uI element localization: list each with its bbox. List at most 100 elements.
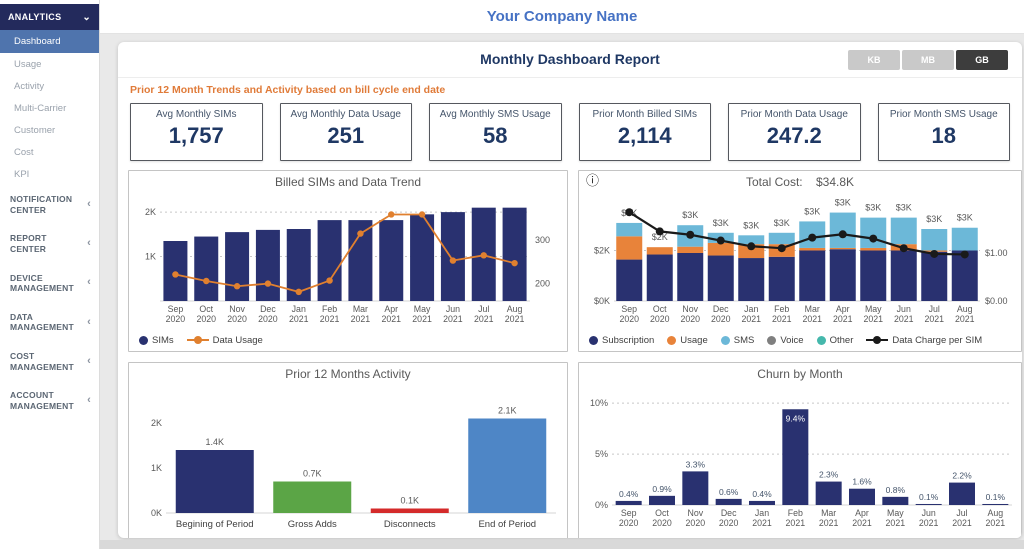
sidebar-section-label: DATA MANAGEMENT [10,311,74,333]
chart-legend: Subscription Usage SMS Voice Other Data Charg… [579,331,1021,349]
sidebar-section-data-management[interactable]: DATA MANAGEMENT ‹ [0,303,99,342]
sidebar-header-label: ANALYTICS [8,12,62,22]
svg-text:$0.00: $0.00 [985,296,1008,306]
sidebar-item-multi-carrier[interactable]: Multi-Carrier [0,97,99,119]
legend-item[interactable]: Subscription [589,335,654,346]
sidebar-section-device-management[interactable]: DEVICE MANAGEMENT ‹ [0,264,99,303]
chevron-left-icon: ‹ [87,197,91,210]
kpi-label: Avg Monthly Data Usage [290,109,401,120]
bottom-strip [100,540,1024,549]
svg-text:$1.00: $1.00 [985,248,1008,258]
sidebar-section-label: NOTIFICATION CENTER [10,194,73,215]
legend-item[interactable]: SIMs [139,335,174,346]
sidebar-section-report-center[interactable]: REPORT CENTER ‹ [0,224,99,263]
legend-item[interactable]: Voice [767,335,804,346]
sidebar-section-account-management[interactable]: ACCOUNT MANAGEMENT ‹ [0,381,99,420]
svg-text:2.3%: 2.3% [819,470,839,480]
sidebar-item-usage[interactable]: Usage [0,53,99,75]
chart-title: Churn by Month [579,363,1021,383]
sidebar-item-label: Multi-Carrier [14,102,67,114]
svg-text:0.7K: 0.7K [303,469,322,479]
sidebar-item-customer[interactable]: Customer [0,119,99,141]
chart-title-text: Prior 12 Months Activity [285,367,411,381]
svg-text:Gross Adds: Gross Adds [288,519,337,530]
sidebar-item-label: Dashboard [14,36,61,47]
sidebar-item-activity[interactable]: Activity [0,75,99,97]
sidebar: ANALYTICS ⌄ Dashboard Usage Activity Mul… [0,0,100,549]
legend-item[interactable]: Data Usage [186,334,263,346]
sidebar-item-kpi[interactable]: KPI [0,163,99,185]
charts-grid: Billed SIMs and Data Trend 1K 2K 200 300 Sep… [118,161,1022,538]
legend-item[interactable]: SMS [720,335,754,346]
churn-plot: 0% 5% 10% 0.4% 0.9% 3.3% 0.6% 0.4% 9.4% 2.3% 1.6% 0… [590,398,1012,528]
sidebar-section-notification-center[interactable]: NOTIFICATION CENTER ‹ [0,185,99,224]
sidebar-item-cost[interactable]: Cost [0,141,99,163]
legend-item[interactable]: Data Charge per SIM [866,335,982,346]
svg-text:1K: 1K [145,252,156,262]
kpi-card-prior-month-billed-sims: Prior Month Billed SIMs 2,114 [578,103,711,161]
sidebar-item-label: Cost [14,146,34,158]
legend-label: Subscription [602,334,655,346]
report-header: Monthly Dashboard Report KB MB GB [118,42,1022,78]
svg-text:$3K: $3K [682,210,698,220]
activity-plot: 0K 1K 2K 1.4K 0.7K 0.1K 2.1K Begining of Period… [151,406,556,530]
svg-text:0.1%: 0.1% [986,492,1006,502]
unit-button-kb[interactable]: KB [848,50,900,70]
unit-button-gb[interactable]: GB [956,50,1008,70]
legend-swatch [667,335,677,345]
svg-text:0.9%: 0.9% [652,484,672,494]
legend-swatch [186,336,209,344]
kpi-value: 1,757 [168,123,224,148]
page-title: Monthly Dashboard Report [480,51,660,67]
legend-swatch [816,335,826,345]
svg-text:0%: 0% [595,500,608,510]
legend-label: Data Usage [212,334,263,346]
legend-label: SIMs [152,334,174,346]
chart-total-cost: ⓘ Total Cost: $34.8K $0K $2K $0.00 $1.00 $3K… [578,170,1022,352]
legend-item[interactable]: Other [816,335,853,346]
sidebar-section-cost-management[interactable]: COST MANAGEMENT ‹ [0,342,99,381]
svg-text:2.1K: 2.1K [498,406,517,416]
svg-text:0.4%: 0.4% [752,489,772,499]
svg-text:0.8%: 0.8% [886,485,906,495]
chart-legend: SIMs Data Usage [129,331,567,349]
sidebar-item-label: Customer [14,124,56,136]
legend-item[interactable]: Usage [667,335,708,346]
chart-title: Prior 12 Months Activity [129,363,567,385]
chart-title-value: $34.8K [816,175,855,189]
sidebar-item-label: Activity [14,80,45,92]
svg-text:1.6%: 1.6% [852,477,872,487]
svg-text:$3K: $3K [926,214,942,224]
svg-text:$3K: $3K [957,213,973,223]
svg-text:$3K: $3K [835,198,851,208]
company-name: Your Company Name [486,8,638,25]
kpi-card-avg-monthly-data-usage: Avg Monthly Data Usage 251 [279,103,412,161]
chevron-left-icon: ‹ [87,394,91,406]
kpi-value: 18 [931,123,956,148]
sidebar-item-dashboard[interactable]: Dashboard [0,30,99,53]
info-icon[interactable]: ⓘ [586,173,600,188]
kpi-row: Avg Monthly SIMs 1,757 Avg Monthly Data … [118,96,1022,161]
sidebar-header-analytics[interactable]: ANALYTICS ⌄ [0,4,99,30]
chart-billed-sims-data-trend: Billed SIMs and Data Trend 1K 2K 200 300 Sep… [128,170,568,352]
kpi-label: Prior Month SMS Usage [889,109,998,120]
unit-button-mb[interactable]: MB [902,50,954,70]
legend-swatch [866,336,889,344]
kpi-label: Avg Monthly SIMs [156,109,237,120]
svg-text:0.1%: 0.1% [919,492,939,502]
chart-title: ⓘ Total Cost: $34.8K [579,171,1021,191]
sidebar-item-label: KPI [14,168,30,180]
kpi-value: 2,114 [617,123,672,148]
